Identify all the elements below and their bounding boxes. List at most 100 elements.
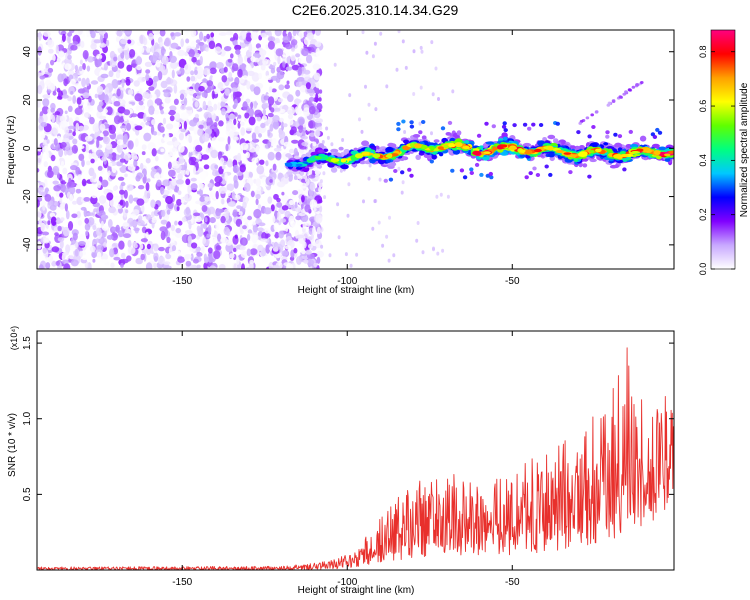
noise-mark — [176, 70, 182, 75]
noise-mark — [321, 140, 325, 144]
noise-mark — [282, 60, 286, 68]
noise-mark — [225, 243, 234, 253]
noise-mark — [164, 37, 172, 47]
noise-mark — [102, 225, 109, 231]
noise-mark — [276, 201, 283, 208]
noise-mark — [242, 149, 247, 154]
noise-mark — [102, 130, 109, 137]
noise-mark — [195, 39, 201, 44]
noise-mark — [111, 79, 119, 89]
noise-mark — [48, 255, 54, 264]
noise-mark — [213, 121, 218, 128]
noise-mark — [281, 194, 289, 204]
noise-mark — [133, 227, 140, 232]
noise-mark — [253, 208, 262, 219]
noise-mark — [235, 49, 241, 55]
noise-mark — [245, 32, 253, 42]
noise-mark — [295, 53, 301, 58]
noise-mark — [195, 247, 201, 253]
noise-mark — [246, 248, 251, 257]
noise-mark — [67, 54, 72, 60]
noise-mark — [158, 246, 165, 252]
noise-mark — [272, 163, 277, 171]
noise-mark — [166, 209, 171, 215]
noise-mark — [143, 112, 147, 123]
noise-mark — [278, 84, 285, 91]
noise-mark — [133, 80, 140, 87]
noise-mark — [51, 260, 57, 267]
noise-mark — [233, 32, 239, 42]
noise-mark — [120, 181, 126, 187]
noise-mark — [203, 253, 207, 262]
noise-mark — [159, 41, 164, 48]
noise-mark — [220, 215, 226, 224]
noise-mark — [185, 230, 193, 235]
noise-mark — [432, 247, 435, 252]
noise-mark — [107, 36, 112, 42]
noise-mark — [218, 186, 227, 194]
noise-mark — [387, 258, 391, 263]
noise-mark — [187, 235, 192, 244]
noise-mark — [272, 115, 280, 123]
noise-mark — [115, 161, 123, 167]
noise-mark — [254, 109, 263, 118]
noise-mark — [38, 31, 42, 41]
noise-mark — [45, 79, 52, 87]
noise-mark — [263, 207, 272, 215]
noise-mark — [44, 194, 52, 202]
noise-mark — [239, 85, 245, 92]
noise-mark — [202, 100, 207, 111]
noise-mark — [184, 193, 192, 202]
noise-mark — [241, 263, 245, 269]
noise-mark — [195, 43, 200, 49]
noise-mark — [92, 225, 97, 231]
noise-mark — [159, 30, 166, 37]
noise-mark — [65, 244, 71, 254]
noise-mark — [37, 187, 45, 192]
noise-mark — [291, 39, 298, 46]
noise-mark — [242, 201, 247, 209]
noise-mark — [85, 230, 89, 236]
noise-mark — [55, 159, 61, 168]
noise-mark — [145, 262, 153, 269]
noise-mark — [156, 179, 162, 187]
noise-mark — [303, 69, 311, 75]
noise-mark — [130, 152, 138, 160]
noise-mark — [237, 55, 243, 66]
noise-mark — [57, 225, 62, 232]
noise-mark — [106, 106, 113, 116]
noise-mark — [290, 249, 295, 258]
noise-mark — [276, 70, 285, 80]
noise-mark — [177, 190, 182, 195]
noise-mark — [217, 137, 225, 142]
noise-mark — [306, 88, 314, 94]
ridge-mark — [603, 142, 609, 146]
noise-mark — [170, 61, 178, 69]
noise-mark — [174, 112, 181, 121]
noise-mark — [127, 140, 134, 150]
noise-mark — [47, 170, 54, 179]
noise-mark — [76, 97, 82, 105]
noise-mark — [91, 148, 96, 153]
noise-mark — [141, 249, 149, 254]
noise-mark — [225, 31, 234, 36]
noise-mark — [70, 78, 76, 87]
noise-mark — [215, 208, 222, 217]
noise-mark — [231, 87, 238, 92]
noise-mark — [355, 252, 359, 257]
noise-mark — [209, 61, 217, 70]
noise-mark — [278, 230, 285, 239]
noise-mark — [208, 113, 212, 118]
noise-mark — [213, 250, 221, 260]
noise-mark — [379, 31, 383, 36]
noise-mark — [40, 222, 45, 227]
noise-mark — [367, 176, 371, 181]
noise-mark — [118, 240, 125, 250]
noise-mark — [239, 224, 244, 233]
noise-mark — [294, 106, 300, 114]
ridge-mark — [443, 145, 449, 148]
ridge-mark — [340, 164, 349, 170]
noise-mark — [127, 164, 136, 171]
noise-mark — [141, 151, 146, 156]
noise-mark — [250, 31, 259, 41]
